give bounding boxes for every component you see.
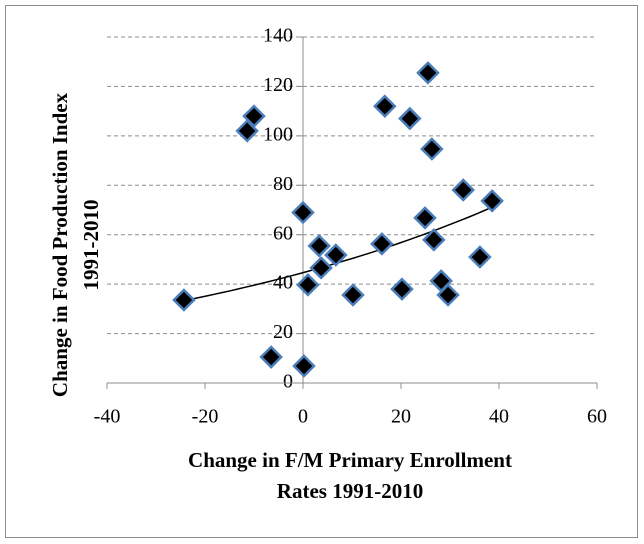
x-tick-label: 0 bbox=[298, 406, 308, 428]
data-point bbox=[480, 189, 504, 213]
data-point bbox=[259, 345, 283, 369]
data-point bbox=[420, 137, 444, 161]
data-point bbox=[242, 104, 266, 128]
x-tick-label: 40 bbox=[489, 406, 509, 428]
plot: 0 20 40 60 80 100 120 140 -40 -20 0 20 40 60 Change in… bbox=[48, 25, 607, 503]
y-axis-title: 1991-2010 bbox=[79, 200, 103, 291]
data-point bbox=[296, 273, 320, 297]
data-point bbox=[422, 228, 446, 252]
y-tick-label: 80 bbox=[273, 173, 293, 195]
y-tick-label: 20 bbox=[273, 321, 293, 343]
y-tick-label: 40 bbox=[273, 272, 293, 294]
data-point bbox=[292, 354, 316, 378]
data-point bbox=[172, 288, 196, 312]
y-tick-label: 140 bbox=[263, 25, 293, 47]
data-point bbox=[390, 277, 414, 301]
data-point bbox=[416, 61, 440, 85]
y-tick-label: 120 bbox=[263, 74, 293, 96]
data-point bbox=[451, 178, 475, 202]
data-point bbox=[341, 283, 365, 307]
y-tick-label: 60 bbox=[273, 222, 293, 244]
data-point bbox=[324, 243, 348, 267]
data-point bbox=[436, 283, 460, 307]
data-point bbox=[307, 234, 331, 258]
x-axis-title: Rates 1991-2010 bbox=[277, 479, 423, 503]
data-point bbox=[373, 94, 397, 118]
x-tick-label: -40 bbox=[94, 406, 121, 428]
y-tick-label: 100 bbox=[263, 123, 293, 145]
x-tick-label: 60 bbox=[587, 406, 607, 428]
data-point bbox=[370, 232, 394, 256]
data-point bbox=[398, 106, 422, 131]
data-point bbox=[413, 206, 437, 230]
data-point bbox=[291, 200, 315, 225]
x-tick-label: 20 bbox=[391, 406, 411, 428]
x-tick-label: -20 bbox=[192, 406, 219, 428]
data-point bbox=[309, 256, 333, 280]
data-point bbox=[468, 245, 492, 269]
y-tick-label: 0 bbox=[283, 371, 293, 393]
x-axis-title: Change in F/M Primary Enrollment bbox=[188, 448, 512, 472]
y-axis-title: Change in Food Production Index bbox=[48, 92, 72, 397]
